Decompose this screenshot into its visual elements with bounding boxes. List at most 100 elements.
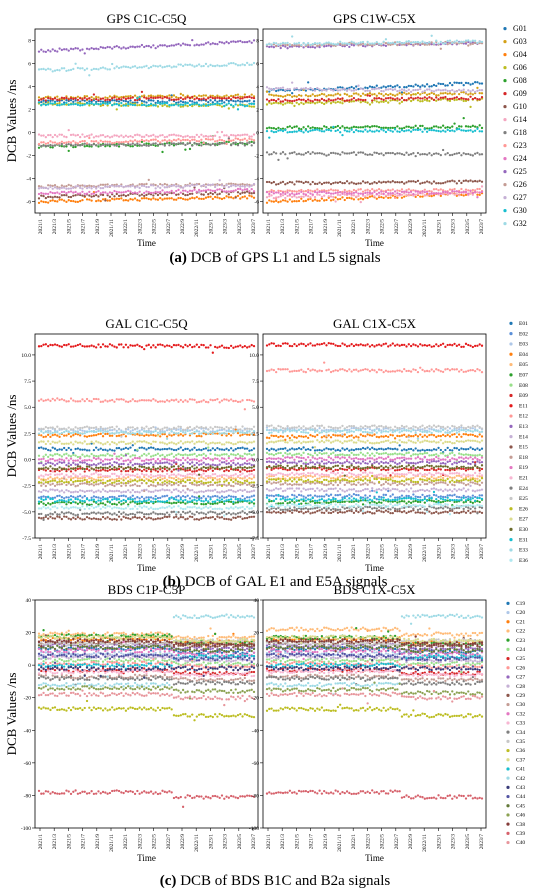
data-point — [272, 127, 276, 130]
data-point — [430, 182, 433, 185]
data-point — [213, 425, 217, 429]
data-point — [225, 459, 228, 462]
data-point — [234, 100, 237, 103]
data-point — [154, 135, 157, 138]
data-point — [218, 401, 221, 404]
data-point — [223, 101, 226, 104]
data-point — [60, 96, 64, 99]
data-point — [403, 91, 406, 94]
data-point — [165, 511, 169, 514]
data-point — [65, 483, 68, 487]
data-point — [163, 191, 166, 194]
data-point — [97, 448, 100, 451]
data-point — [223, 453, 226, 456]
data-point — [250, 343, 253, 347]
data-point — [113, 481, 116, 484]
data-point — [58, 458, 61, 461]
data-point — [332, 99, 335, 102]
data-point — [67, 459, 70, 462]
data-point — [207, 41, 210, 44]
data-point — [207, 138, 210, 141]
data-point — [101, 488, 105, 491]
data-point — [421, 84, 424, 87]
data-point — [234, 456, 237, 460]
data-point — [186, 138, 189, 142]
data-point — [446, 84, 449, 87]
data-point — [111, 518, 114, 521]
data-point — [432, 42, 436, 45]
data-point — [168, 197, 171, 200]
data-point — [111, 464, 114, 467]
data-point — [143, 497, 146, 500]
data-point — [416, 96, 420, 99]
data-point — [47, 455, 50, 459]
data-point — [165, 399, 169, 402]
data-point — [90, 482, 93, 486]
data-point — [117, 143, 121, 146]
data-point — [168, 104, 171, 107]
data-point — [195, 97, 198, 100]
data-point — [297, 127, 301, 130]
data-point — [122, 191, 125, 194]
data-point — [170, 197, 173, 200]
data-point — [117, 458, 121, 461]
data-point — [170, 189, 173, 193]
y-tick-label: 8 — [256, 39, 259, 45]
data-point — [227, 427, 230, 430]
data-point — [223, 483, 226, 486]
data-point — [352, 100, 356, 103]
data-point — [163, 426, 166, 429]
data-point — [245, 496, 249, 499]
data-point — [152, 454, 155, 457]
data-point — [245, 516, 249, 520]
data-point — [288, 198, 292, 201]
data-point — [320, 127, 324, 130]
data-point — [143, 475, 146, 479]
data-point — [122, 511, 125, 514]
data-point — [145, 193, 148, 197]
data-point — [156, 452, 160, 455]
data-point — [384, 126, 388, 129]
data-point — [407, 188, 410, 191]
data-point — [476, 196, 479, 199]
data-point — [227, 489, 230, 492]
data-point — [127, 185, 130, 188]
data-point — [382, 180, 385, 184]
data-point — [67, 475, 70, 478]
data-point — [352, 92, 356, 95]
data-point — [143, 194, 146, 197]
data-point — [115, 98, 118, 101]
data-point — [355, 191, 358, 194]
data-point — [213, 494, 217, 498]
data-point — [131, 512, 134, 515]
x-tick-label: 2022/9 — [180, 544, 186, 560]
data-point — [293, 183, 296, 186]
data-point — [213, 511, 217, 514]
data-point — [236, 137, 240, 141]
data-point — [138, 183, 141, 186]
data-point — [37, 197, 41, 200]
data-point — [152, 197, 155, 200]
data-point — [453, 81, 456, 84]
x-tick-label: 2021/1 — [38, 219, 44, 235]
data-point — [49, 483, 52, 486]
data-point — [218, 188, 221, 191]
data-point — [152, 397, 155, 401]
data-point — [334, 93, 337, 96]
data-point — [106, 140, 109, 143]
data-point — [225, 468, 228, 472]
data-point — [345, 190, 349, 193]
data-point — [476, 180, 479, 183]
data-point — [53, 479, 57, 482]
data-point — [250, 140, 253, 144]
data-point — [241, 472, 244, 475]
data-point — [279, 46, 282, 50]
data-point — [124, 469, 128, 473]
data-point — [63, 515, 66, 518]
data-point — [329, 42, 333, 45]
data-point — [58, 490, 61, 493]
data-point — [175, 515, 178, 518]
data-point — [243, 96, 247, 99]
data-point — [478, 124, 481, 127]
data-point — [412, 189, 415, 192]
